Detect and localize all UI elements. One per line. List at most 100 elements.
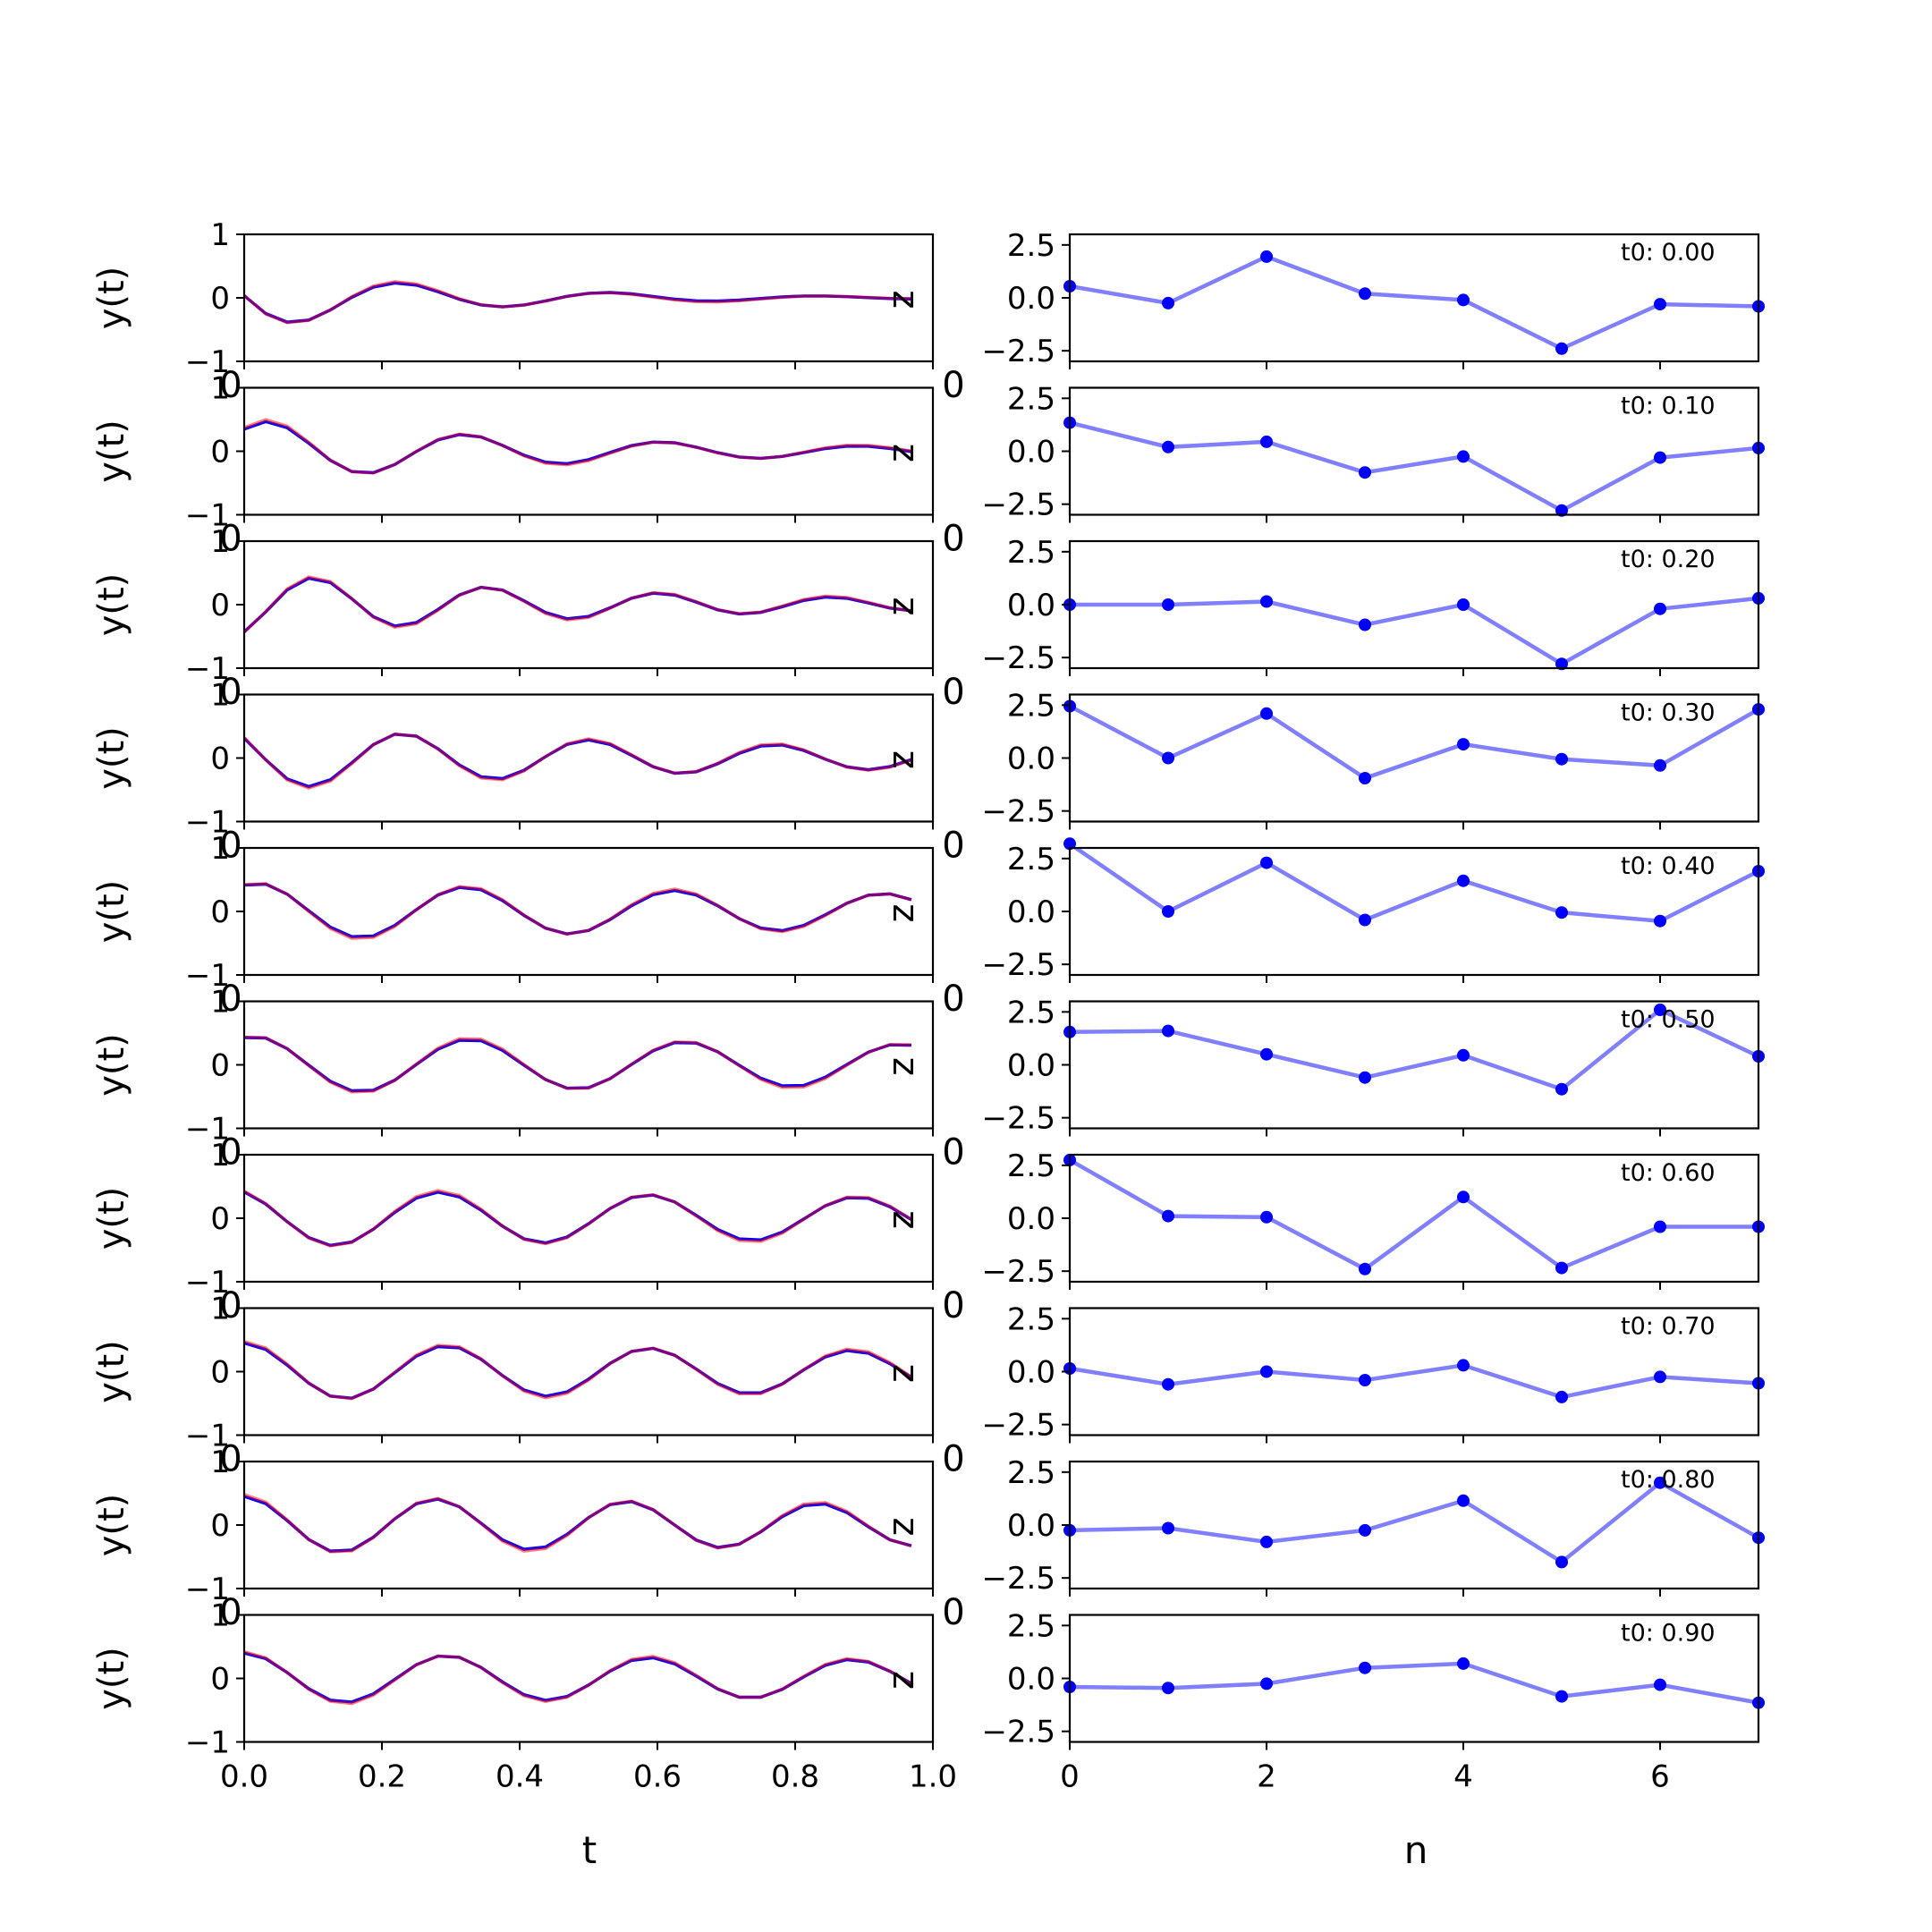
- y-axis-label: y(t): [91, 1033, 132, 1097]
- y-tick-label: 2.5: [1007, 688, 1055, 724]
- panel-row: 10−1y(t) z0 02.50.0−2.5t0: 0.50: [91, 985, 1765, 1174]
- coeff-point: [1654, 1370, 1666, 1384]
- y-tick-label: −2.5: [981, 794, 1055, 830]
- coeff-point: [1260, 250, 1273, 263]
- coeff-point: [1654, 758, 1666, 772]
- y-tick-label: 0.0: [1007, 281, 1055, 317]
- coeff-point: [1162, 1024, 1174, 1038]
- x-tick-label: 0.8: [771, 1759, 819, 1795]
- y-tick-label: 0.0: [1007, 1662, 1055, 1698]
- panel-t0-label: t0: 0.30: [1621, 699, 1716, 727]
- signal-line-pred: [244, 1035, 911, 1094]
- coeff-point: [1162, 1209, 1174, 1223]
- overlap-label-left: 0: [219, 365, 242, 406]
- overlap-label-mid: 0: [942, 826, 964, 867]
- coeff-point: [1359, 618, 1371, 631]
- coeff-point: [1359, 466, 1371, 479]
- y-axis-label: y(t): [91, 726, 132, 790]
- panel-row: 10−1y(t) z0 02.50.0−2.5t0: 0.40: [91, 831, 1765, 1020]
- y-tick-label: 2.5: [1007, 1455, 1055, 1491]
- y-tick-label: 2.5: [1007, 228, 1055, 264]
- coeff-line: [1070, 420, 1758, 513]
- coeff-point: [1457, 450, 1470, 463]
- coeff-point: [1260, 1210, 1273, 1224]
- y-tick-label: 1: [210, 524, 230, 560]
- coeff-point: [1359, 1523, 1371, 1537]
- y-tick-label: −2.5: [981, 334, 1055, 369]
- y-tick-label: −2.5: [981, 487, 1055, 523]
- y-tick-label: −2.5: [981, 640, 1055, 676]
- x-axis-label-left: t: [582, 1828, 597, 1872]
- edge-z-label: z: [881, 904, 922, 923]
- edge-z-label: z: [881, 597, 922, 616]
- y-tick-label: 2.5: [1007, 1148, 1055, 1184]
- panel-t0-label: t0: 0.00: [1621, 239, 1716, 267]
- overlap-label-left: 0: [219, 1439, 242, 1480]
- panel-row: 10−1y(t) z0 02.50.0−2.5t0: 0.80: [91, 1445, 1765, 1633]
- y-tick-label: 0.0: [1007, 1355, 1055, 1391]
- panel-t0-label: t0: 0.70: [1621, 1313, 1716, 1341]
- coeff-point: [1260, 595, 1273, 608]
- coeff-line: [1070, 704, 1758, 781]
- overlap-label-mid: 0: [942, 1439, 964, 1480]
- overlap-label-mid: 0: [942, 519, 964, 560]
- edge-z-label: z: [881, 1671, 922, 1690]
- coeff-point: [1457, 1359, 1470, 1372]
- coeff-point: [1359, 1374, 1371, 1386]
- x-tick-label: 1.0: [909, 1759, 957, 1795]
- y-axis-label: y(t): [91, 1340, 132, 1403]
- coeff-point: [1457, 1191, 1470, 1204]
- coeff-point: [1654, 451, 1666, 464]
- coeff-line: [1070, 254, 1758, 352]
- y-tick-label: −1: [185, 1265, 230, 1301]
- y-tick-label: 2.5: [1007, 1301, 1055, 1337]
- y-tick-label: −2.5: [981, 1254, 1055, 1290]
- y-tick-label: 1: [210, 1598, 230, 1634]
- panel-t0-label: t0: 0.20: [1621, 546, 1716, 573]
- panel-row: 10−1y(t) z0 02.50.0−2.5t0: 0.30: [91, 678, 1765, 867]
- panel-t0-label: t0: 0.60: [1621, 1159, 1716, 1187]
- overlap-label-mid: 0: [942, 365, 964, 406]
- y-tick-label: 2.5: [1007, 535, 1055, 571]
- coeff-point: [1457, 293, 1470, 307]
- y-tick-label: 0: [210, 1201, 230, 1237]
- panel-t0-label: t0: 0.50: [1621, 1006, 1716, 1034]
- coeff-point: [1555, 1690, 1568, 1703]
- y-axis-label: y(t): [91, 1187, 132, 1250]
- overlap-label-mid: 0: [942, 979, 964, 1020]
- edge-z-label: z: [881, 1518, 922, 1537]
- y-tick-label: 0.0: [1007, 1508, 1055, 1544]
- coeff-point: [1555, 752, 1568, 766]
- y-tick-label: 0.0: [1007, 894, 1055, 930]
- coeff-point: [1162, 296, 1174, 309]
- y-tick-label: −1: [185, 805, 230, 841]
- y-tick-label: 0.0: [1007, 588, 1055, 623]
- y-tick-label: −1: [185, 344, 230, 380]
- signal-line-pred: [244, 882, 912, 940]
- y-tick-label: 0.0: [1007, 741, 1055, 777]
- signal-line-pred: [244, 1189, 912, 1248]
- coeff-line: [1072, 848, 1758, 923]
- overlap-label-left: 0: [219, 1592, 242, 1633]
- y-tick-label: 2.5: [1007, 842, 1055, 877]
- y-tick-label: 0.0: [1007, 1048, 1055, 1084]
- coeff-point: [1063, 837, 1076, 851]
- x-tick-label: 6: [1650, 1759, 1670, 1795]
- coeff-point: [1260, 707, 1273, 720]
- y-tick-label: 2.5: [1007, 995, 1055, 1030]
- overlap-label-mid: 0: [942, 672, 964, 713]
- panel-row: 10−10.0 0.2 0.4 0.6 0.8 1.0y(t) z2.50.0−2.50 2 4…: [91, 1598, 1765, 1795]
- coeff-point: [1555, 1082, 1568, 1096]
- coeff-point: [1457, 1494, 1470, 1507]
- y-tick-label: 0: [210, 588, 230, 623]
- y-axis-label: y(t): [91, 419, 132, 483]
- y-tick-label: −2.5: [981, 1101, 1055, 1137]
- coeff-point: [1359, 913, 1371, 927]
- y-tick-label: −1: [185, 1112, 230, 1148]
- y-tick-label: −1: [185, 958, 230, 994]
- y-tick-label: −2.5: [981, 1561, 1055, 1597]
- x-tick-label: 0: [1060, 1759, 1080, 1795]
- coeff-line: [1070, 1007, 1758, 1092]
- signal-line-pred: [244, 1493, 912, 1554]
